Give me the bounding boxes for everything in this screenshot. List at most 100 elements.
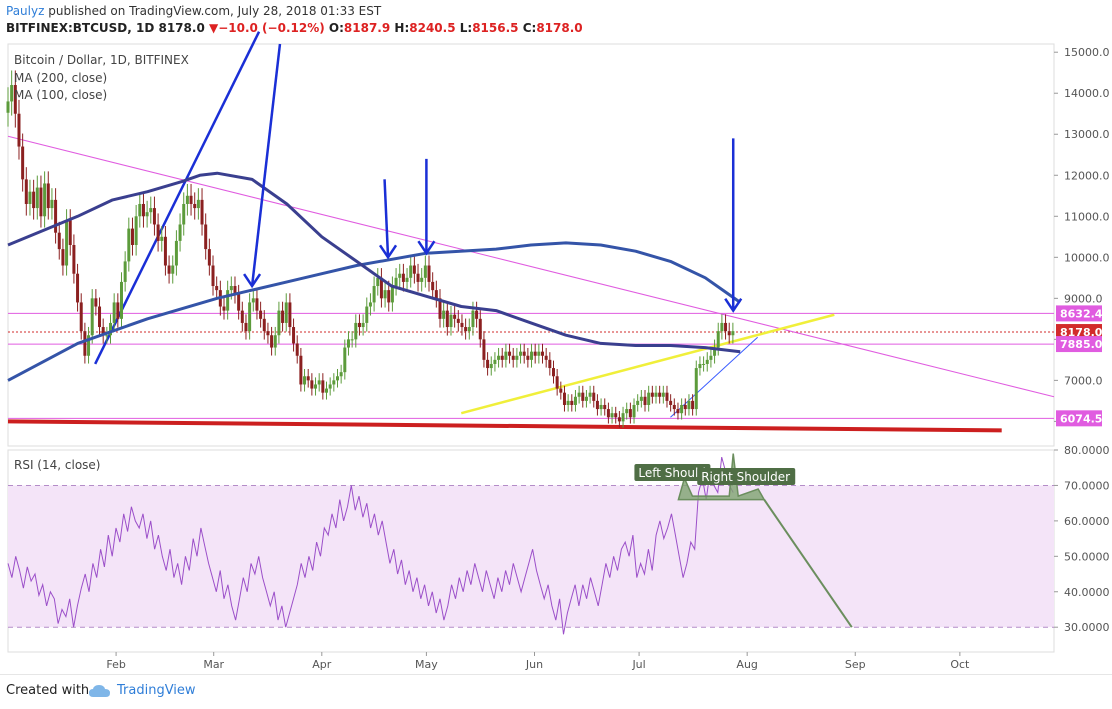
candle-up (566, 400, 570, 405)
candle-down (163, 236, 167, 266)
candle-down (456, 318, 460, 323)
candle-up (248, 302, 252, 332)
ohlc-summary: BITFINEX:BTCUSD, 1D 8178.0 ▼−10.0 (−0.12… (6, 21, 583, 35)
candle-down (603, 404, 607, 410)
candle-up (639, 396, 643, 401)
candle-up (390, 286, 394, 303)
candle-down (658, 392, 662, 397)
candle-down (511, 355, 515, 360)
candle-up (702, 363, 706, 365)
candle-down (46, 183, 50, 209)
candle-down (412, 265, 416, 274)
candle-down (548, 359, 552, 369)
candle-up (361, 322, 365, 328)
candle-up (112, 302, 116, 323)
candle-down (13, 85, 17, 114)
candle-up (698, 363, 702, 369)
candle-down (310, 380, 314, 389)
candle-up (632, 404, 636, 418)
rsi-axis-label: 40.0000 (1064, 586, 1110, 599)
candle-down (83, 331, 87, 356)
candle-up (584, 396, 588, 401)
candle-up (343, 347, 347, 373)
candle-down (76, 273, 80, 303)
candle-down (72, 245, 76, 274)
candle-down (562, 392, 566, 405)
candle-down (559, 388, 563, 393)
tradingview-link[interactable]: TradingView (117, 683, 196, 698)
candle-down (281, 310, 285, 323)
candle-up (713, 347, 717, 356)
candle-down (453, 314, 457, 319)
chart-canvas[interactable]: 6000.07000.08000.09000.010000.011000.012… (0, 0, 1112, 674)
candle-up (449, 314, 453, 328)
candle-down (691, 400, 695, 410)
candle-up (420, 277, 424, 282)
time-axis-label: Sep (845, 658, 866, 671)
candle-up (354, 322, 358, 340)
candle-down (130, 228, 134, 245)
candle-up (6, 101, 10, 113)
candle-up (178, 224, 182, 241)
publish-info: Paulyz published on TradingView.com, Jul… (6, 4, 381, 18)
candle-up (383, 290, 387, 299)
candle-up (471, 310, 475, 328)
candle-up (654, 392, 658, 397)
time-axis-label: Jul (631, 658, 645, 671)
candle-down (24, 179, 28, 204)
candle-up (720, 322, 724, 332)
candle-down (614, 413, 618, 418)
candle-up (332, 380, 336, 385)
candle-up (497, 355, 501, 360)
candle-down (683, 404, 687, 410)
candle-down (68, 220, 72, 245)
support-trendline (7, 419, 1002, 433)
candle-up (339, 372, 343, 377)
candle-up (171, 265, 175, 274)
time-axis-label: Aug (736, 658, 757, 671)
candle-up (138, 203, 142, 217)
candle-up (35, 187, 39, 209)
candle-up (731, 331, 735, 336)
low-label: L: (459, 21, 473, 35)
candle-down (270, 335, 274, 348)
candle-up (251, 298, 255, 303)
candle-down (606, 409, 610, 418)
rsi-axis-label: 70.0000 (1064, 479, 1110, 492)
candle-up (661, 392, 665, 397)
price-axis-label: 11000.0 (1064, 210, 1110, 223)
candle-down (500, 355, 504, 360)
candle-up (149, 208, 153, 213)
rsi-axis-label: 60.0000 (1064, 515, 1110, 528)
time-axis-label: Apr (312, 658, 332, 671)
candle-up (174, 240, 178, 266)
candle-up (317, 380, 321, 385)
candle-down (204, 224, 208, 250)
candle-up (273, 335, 277, 348)
candle-down (650, 392, 654, 397)
candle-down (592, 392, 596, 401)
close-label: C: (522, 21, 537, 35)
ma-100-line (7, 171, 741, 354)
candle-up (134, 216, 138, 245)
projection-line (763, 499, 853, 628)
low-value: 8156.5 (472, 21, 519, 35)
candle-up (705, 359, 709, 364)
close-value: 8178.0 (536, 21, 583, 35)
price-tag-box (1056, 410, 1102, 427)
candle-up (123, 261, 127, 282)
candle-down (724, 322, 728, 332)
candle-up (314, 384, 318, 389)
author-link[interactable]: Paulyz (6, 4, 45, 18)
left-shoulder-box (634, 464, 711, 481)
right-shoulder-box (697, 468, 796, 485)
candle-up (50, 199, 54, 209)
candle-down (475, 310, 479, 319)
candle-up (328, 384, 332, 389)
symbol-label: BITFINEX:BTCUSD, 1D (6, 21, 155, 35)
candle-down (676, 409, 680, 414)
candle-up (709, 355, 713, 360)
yellow-trendline (460, 313, 835, 415)
annotation-arrow-head (243, 273, 262, 289)
candle-down (200, 199, 204, 225)
